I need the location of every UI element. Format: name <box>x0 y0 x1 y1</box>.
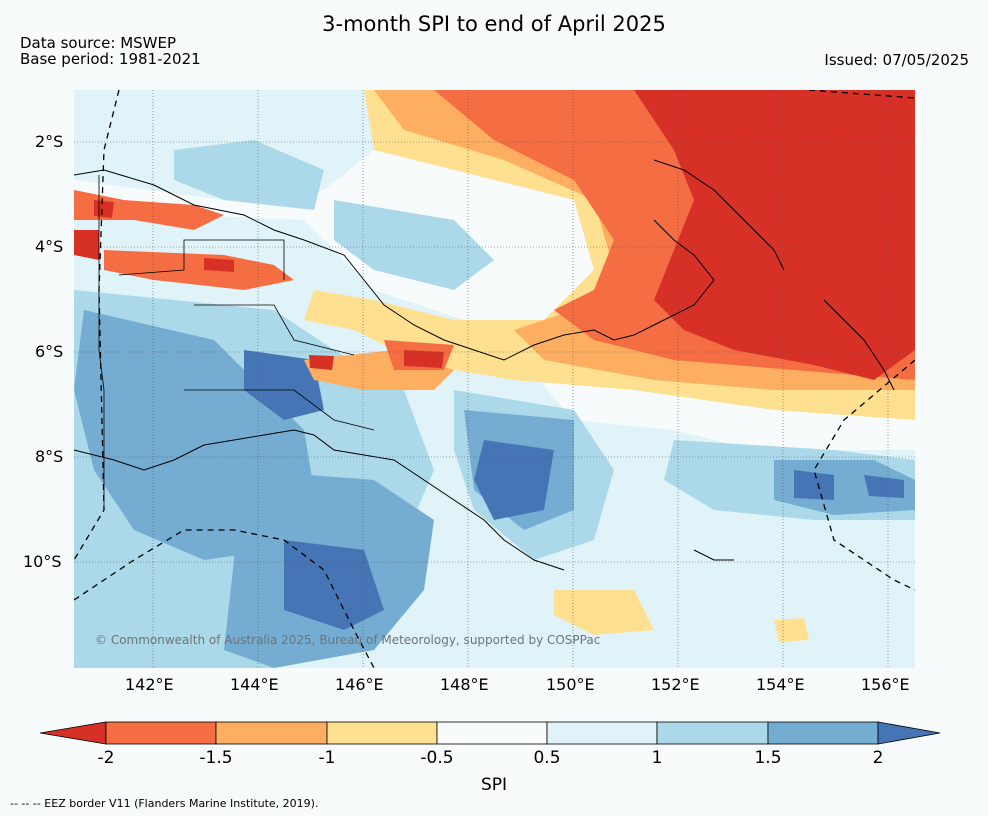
issued-date: Issued: 07/05/2025 <box>824 51 969 69</box>
spi-map[interactable] <box>74 90 915 668</box>
colorbar-tick: -0.5 <box>420 748 454 768</box>
spi-wet-extreme-regions <box>244 350 904 630</box>
colorbar-extend-high <box>877 721 941 745</box>
colorbar-bin-3 <box>326 721 438 745</box>
colorbar-tick: -1 <box>318 748 336 768</box>
colorbar-tick: 2 <box>872 748 884 768</box>
lon-label-150e: 150°E <box>546 675 595 694</box>
spi-dry-extreme-regions <box>74 90 915 380</box>
colorbar-bin-4 <box>436 721 548 745</box>
lat-label-10s: 10°S <box>23 552 62 571</box>
coastlines <box>74 159 895 571</box>
spi-colorbar <box>40 721 941 745</box>
eez-borders <box>74 90 915 668</box>
map-title: 3-month SPI to end of April 2025 <box>322 12 666 36</box>
colorbar-tick: 1.5 <box>754 748 782 768</box>
colorbar-tick: 1 <box>651 748 663 768</box>
colorbar-bin-1 <box>105 721 217 745</box>
lon-label-146e: 146°E <box>335 675 384 694</box>
colorbar-bin-6 <box>656 721 769 745</box>
colorbar-tick: -1.5 <box>199 748 233 768</box>
lon-label-156e: 156°E <box>861 675 910 694</box>
lon-label-142e: 142°E <box>125 675 174 694</box>
lon-label-154e: 154°E <box>756 675 805 694</box>
colorbar-title: SPI <box>480 775 508 795</box>
colorbar-tick: -2 <box>97 748 115 768</box>
colorbar-extend-low <box>40 721 107 745</box>
admin-borders <box>98 175 375 510</box>
lat-label-8s: 8°S <box>35 447 64 466</box>
base-period-text: Base period: 1981-2021 <box>20 50 201 68</box>
lon-label-144e: 144°E <box>230 675 279 694</box>
colorbar-tick: 0.5 <box>533 748 561 768</box>
colorbar-bin-2 <box>215 721 328 745</box>
lon-label-152e: 152°E <box>651 675 700 694</box>
lat-label-2s: 2°S <box>35 132 64 151</box>
gridlines <box>74 90 915 668</box>
colorbar-bin-5 <box>546 721 658 745</box>
lon-label-148e: 148°E <box>440 675 489 694</box>
copyright-text: © Commonwealth of Australia 2025, Bureau… <box>95 633 601 647</box>
data-source-text: Data source: MSWEP <box>20 34 177 52</box>
metadata-left: Data source: MSWEP Base period: 1981-202… <box>20 35 201 67</box>
eez-footnote: -- -- -- EEZ border V11 (Flanders Marine… <box>10 797 319 810</box>
lat-label-4s: 4°S <box>35 237 64 256</box>
map-canvas <box>74 90 915 668</box>
colorbar-bin-7 <box>767 721 879 745</box>
lat-label-6s: 6°S <box>35 342 64 361</box>
